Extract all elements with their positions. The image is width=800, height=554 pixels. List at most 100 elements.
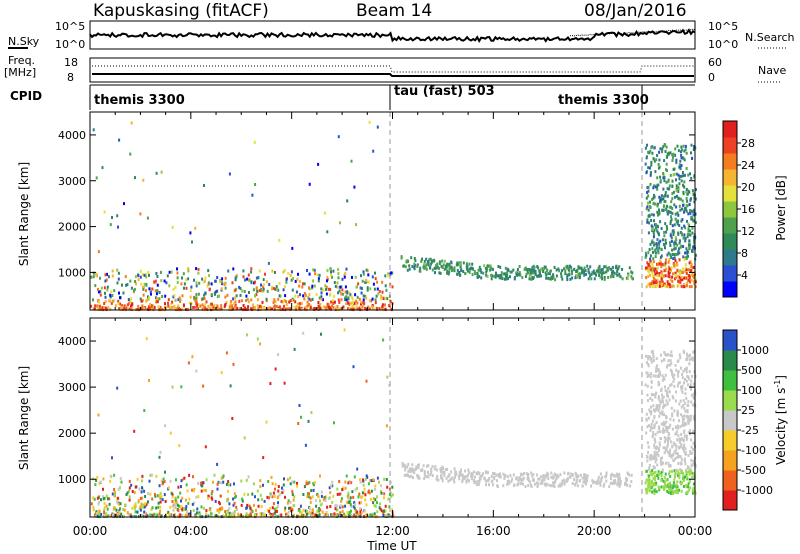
echo-pixel (219, 494, 222, 498)
echo-pixel (645, 418, 648, 422)
echo-pixel (335, 513, 338, 517)
echo-pixel (161, 498, 164, 502)
echo-pixel (348, 303, 351, 307)
echo-pixel (547, 272, 550, 276)
echo-pixel (660, 277, 663, 281)
echo-pixel (688, 261, 691, 265)
echo-pixel (248, 279, 251, 282)
echo-pixel (305, 514, 308, 518)
echo-pixel (170, 306, 173, 309)
echo-pixel (550, 484, 553, 488)
velocity-colorbar-frame (722, 329, 738, 511)
echo-pixel (349, 513, 352, 517)
echo-pixel (665, 207, 668, 211)
power-colorbar-label: Power [dB] (774, 175, 788, 240)
echo-pixel (655, 183, 658, 187)
echo-pixel (90, 275, 93, 279)
echo-pixel (340, 285, 343, 289)
echo-pixel (689, 486, 692, 490)
echo-pixel (196, 307, 199, 311)
echo-pixel (208, 508, 211, 512)
echo-pixel (684, 251, 687, 255)
colorbar-tick-label: 25 (741, 404, 755, 417)
echo-pixel (224, 302, 227, 306)
echo-pixel (383, 477, 386, 481)
echo-pixel (185, 483, 188, 487)
echo-pixel (692, 279, 695, 283)
echo-pixel (308, 495, 310, 499)
echo-pixel (536, 481, 539, 485)
echo-pixel (141, 496, 144, 500)
echo-pixel (679, 425, 682, 429)
echo-pixel (347, 491, 350, 495)
echo-pixel (651, 271, 654, 275)
echo-pixel (655, 270, 658, 274)
echo-pixel (150, 473, 153, 477)
echo-pixel (450, 269, 453, 272)
echo-pixel (656, 224, 659, 228)
echo-pixel (645, 276, 648, 280)
echo-pixel (138, 507, 141, 510)
echo-pixel (691, 356, 694, 360)
echo-pixel (649, 428, 652, 432)
echo-pixel (496, 479, 498, 483)
echo-pixel (308, 272, 311, 276)
echo-pixel (522, 477, 525, 481)
echo-pixel (273, 494, 276, 498)
echo-pixel (689, 280, 692, 284)
echo-pixel (269, 506, 272, 510)
echo-pixel (222, 514, 225, 518)
echo-pixel (591, 271, 594, 275)
echo-pixel (550, 471, 553, 475)
echo-pixel (110, 301, 113, 305)
echo-pixel (658, 374, 661, 378)
echo-pixel (424, 475, 427, 479)
echo-pixel (141, 272, 144, 276)
echo-pixel (561, 480, 564, 484)
echo-pixel (688, 358, 691, 362)
echo-pixel (678, 472, 680, 476)
echo-pixel (566, 477, 569, 481)
echo-pixel (92, 496, 95, 500)
echo-pixel (288, 506, 290, 510)
echo-pixel (318, 296, 321, 300)
echo-pixel (621, 267, 624, 271)
echo-pixel (303, 297, 306, 301)
echo-pixel (480, 270, 483, 274)
echo-pixel (488, 483, 490, 487)
echo-pixel (151, 514, 154, 518)
echo-pixel (207, 496, 209, 500)
echo-pixel (313, 481, 316, 485)
echo-pixel (214, 306, 217, 310)
echo-pixel (299, 302, 302, 306)
echo-pixel (312, 268, 315, 272)
echo-pixel (667, 491, 670, 495)
echo-pixel (249, 507, 252, 511)
echo-pixel (687, 482, 690, 486)
echo-pixel (268, 509, 271, 513)
echo-pixel (164, 302, 166, 306)
echo-pixel (373, 287, 376, 291)
echo-pixel (260, 283, 262, 287)
velocity-colorbar-label-exponent: -1 (773, 380, 782, 388)
echo-pixel (462, 261, 465, 265)
echo-pixel (410, 470, 413, 473)
noise-right-tick-top: 10^5 (708, 20, 738, 33)
echo-pixel (306, 492, 309, 496)
echo-pixel (359, 480, 362, 484)
echo-pixel (210, 496, 213, 500)
echo-pixel (659, 175, 662, 179)
echo-pixel (684, 266, 687, 270)
echo-pixel (246, 514, 249, 518)
echo-pixel (689, 233, 692, 237)
echo-pixel (663, 385, 666, 389)
echo-pixel (304, 509, 307, 513)
echo-pixel (549, 270, 551, 274)
echo-pixel (174, 298, 177, 302)
echo-pixel (323, 305, 326, 309)
echo-pixel (654, 440, 657, 444)
echo-pixel (117, 488, 120, 491)
echo-pixel (648, 248, 651, 252)
echo-pixel (326, 307, 329, 311)
